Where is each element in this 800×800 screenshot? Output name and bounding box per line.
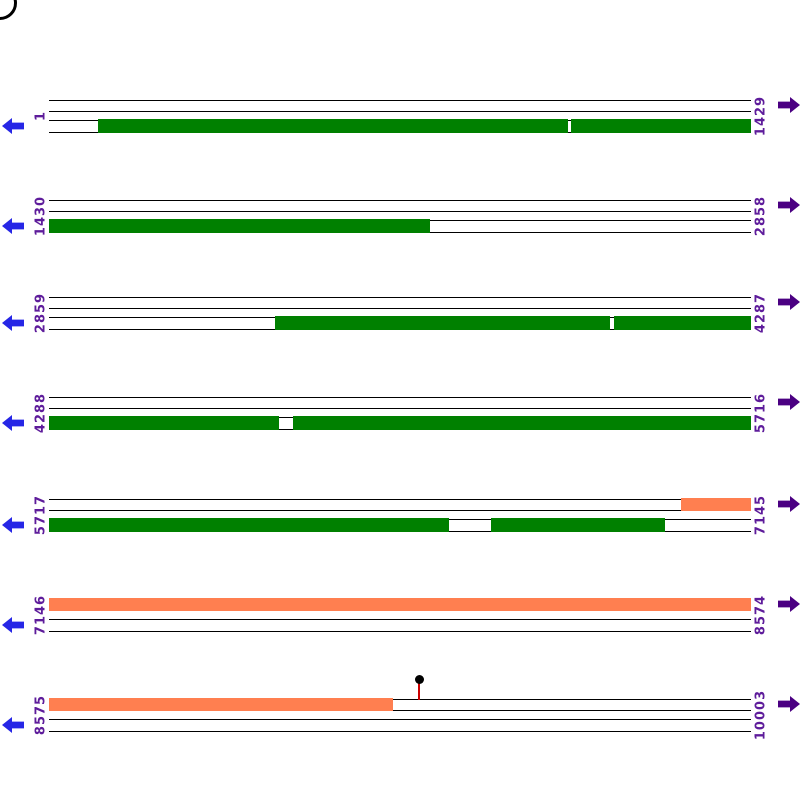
scroll-left-arrow-icon[interactable] (2, 218, 24, 234)
scroll-left-arrow-icon[interactable] (2, 617, 24, 633)
orange-feature-bar[interactable] (49, 698, 393, 711)
green-feature-bar[interactable] (614, 316, 751, 330)
left-base-coordinate-label: 2859 (33, 292, 49, 334)
scroll-left-arrow-icon[interactable] (2, 118, 24, 134)
corner-arc-decoration (0, 0, 17, 20)
frame-line (49, 510, 751, 512)
frame-line (49, 308, 751, 310)
scroll-right-arrow-icon[interactable] (778, 394, 800, 410)
frame-line (49, 619, 751, 621)
left-base-coordinate-label: 8575 (33, 694, 49, 736)
scroll-left-arrow-icon[interactable] (2, 717, 24, 733)
green-feature-bar[interactable] (571, 119, 751, 133)
green-feature-bar[interactable] (98, 119, 568, 133)
orange-feature-bar[interactable] (681, 498, 751, 511)
right-base-coordinate-label: 8574 (753, 594, 769, 636)
marker-stem (418, 682, 420, 700)
orange-feature-bar[interactable] (49, 598, 751, 611)
frame-line (49, 111, 751, 113)
frame-line (49, 100, 751, 102)
scroll-right-arrow-icon[interactable] (778, 294, 800, 310)
right-base-coordinate-label: 2858 (753, 195, 769, 237)
scroll-right-arrow-icon[interactable] (778, 496, 800, 512)
scroll-right-arrow-icon[interactable] (778, 696, 800, 712)
frame-line (49, 297, 751, 299)
right-base-coordinate-label: 7145 (753, 494, 769, 536)
scroll-right-arrow-icon[interactable] (778, 197, 800, 213)
left-base-coordinate-label: 1430 (33, 195, 49, 237)
frame-line (49, 719, 751, 721)
frame-line (49, 397, 751, 399)
frame-line (49, 631, 751, 633)
right-base-coordinate-label: 5716 (753, 392, 769, 434)
frame-line (49, 731, 751, 733)
right-base-coordinate-label: 10003 (753, 689, 769, 741)
green-feature-bar[interactable] (49, 416, 279, 430)
scroll-right-arrow-icon[interactable] (778, 97, 800, 113)
marker-dot-icon[interactable] (414, 674, 424, 684)
scroll-left-arrow-icon[interactable] (2, 517, 24, 533)
left-base-coordinate-label: 4288 (33, 392, 49, 434)
green-feature-bar[interactable] (49, 518, 449, 532)
frame-line (49, 211, 751, 213)
frame-line (49, 200, 751, 202)
left-base-coordinate-label: 1 (33, 110, 49, 122)
right-base-coordinate-label: 4287 (753, 292, 769, 334)
frame-line (49, 499, 751, 501)
left-base-coordinate-label: 7146 (33, 594, 49, 636)
green-feature-bar[interactable] (293, 416, 751, 430)
green-feature-bar[interactable] (49, 219, 430, 233)
scroll-left-arrow-icon[interactable] (2, 315, 24, 331)
right-base-coordinate-label: 1429 (753, 95, 769, 137)
frame-line (49, 408, 751, 410)
green-feature-bar[interactable] (491, 518, 665, 532)
green-feature-bar[interactable] (275, 316, 610, 330)
scroll-left-arrow-icon[interactable] (2, 415, 24, 431)
frame-line (49, 699, 751, 701)
left-base-coordinate-label: 5717 (33, 494, 49, 536)
frame-line (49, 710, 751, 712)
scroll-right-arrow-icon[interactable] (778, 596, 800, 612)
